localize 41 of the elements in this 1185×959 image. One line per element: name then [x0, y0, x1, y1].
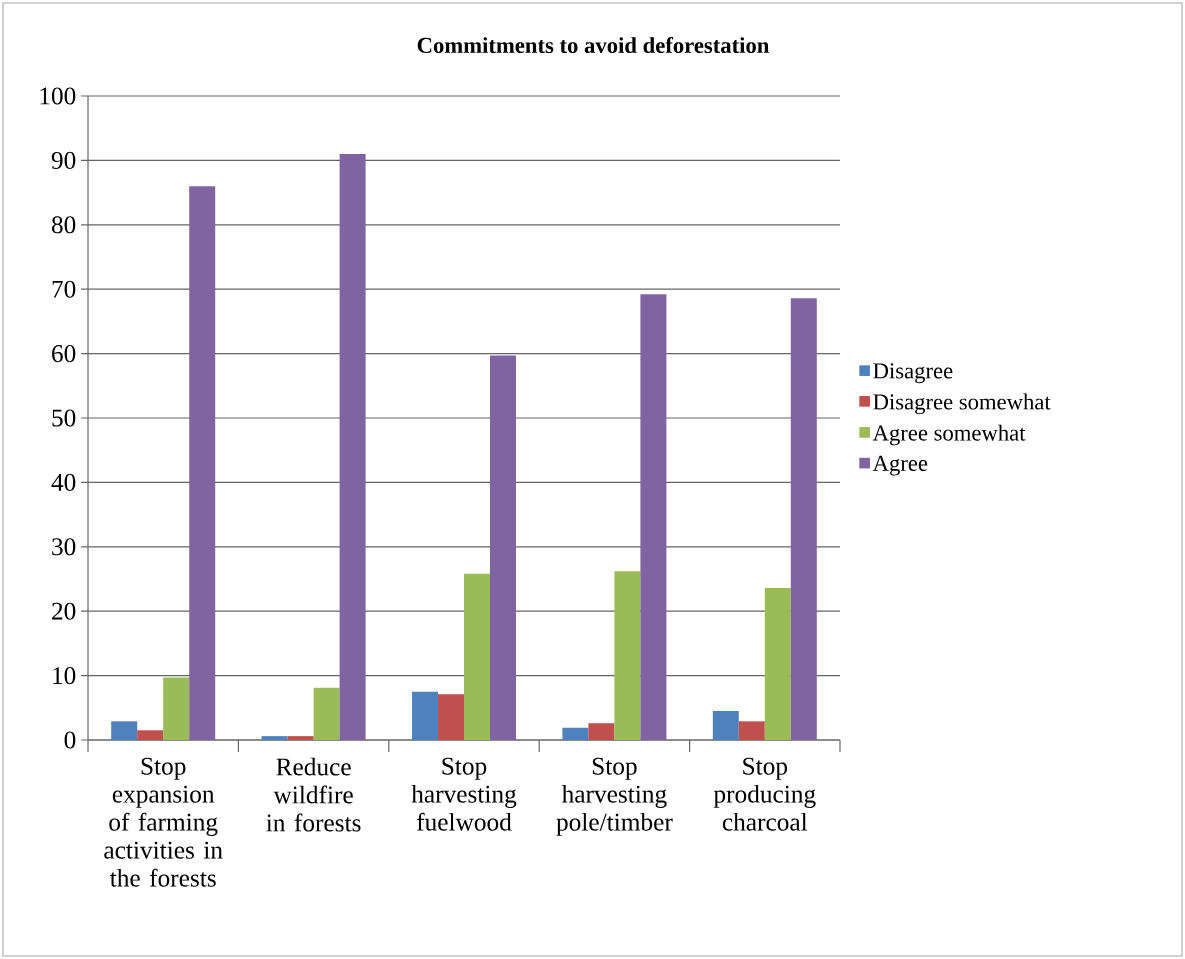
bar [640, 294, 667, 740]
bar [261, 736, 288, 740]
bar [490, 355, 516, 740]
x-tick-label: Stop producing charcoal [713, 757, 816, 831]
bar [438, 694, 465, 740]
legend-label: Disagree [873, 363, 953, 384]
bar [189, 186, 216, 740]
y-tick-label: 0 [64, 731, 76, 749]
y-tick-label: 70 [52, 280, 76, 298]
bar [287, 736, 314, 740]
bar [339, 153, 366, 740]
bar [137, 730, 164, 740]
bar [412, 691, 438, 740]
bar [764, 588, 791, 740]
bar [313, 687, 340, 740]
x-tick-label: Reduce wildfire in forests [266, 757, 361, 832]
y-tick-label: 90 [51, 151, 76, 169]
bar [614, 571, 641, 740]
bar [163, 677, 190, 740]
x-tick-label: Stop expansion of farming activities in the forests [104, 757, 223, 887]
chart-title: Commitments to avoid deforestation [417, 36, 770, 54]
y-tick-label: 100 [40, 87, 76, 105]
x-tick-label: Stop harvesting pole/timber [556, 757, 673, 836]
bar [111, 721, 138, 740]
bar [738, 721, 765, 740]
y-tick-label: 50 [52, 409, 76, 427]
y-tick-label: 20 [52, 602, 76, 620]
legend-label: Agree [872, 455, 928, 476]
y-tick-label: 40 [51, 473, 76, 491]
legend-label: Agree somewhat [872, 424, 1026, 446]
bar [790, 298, 817, 740]
y-tick-label: 80 [51, 216, 76, 234]
y-tick-label: 60 [52, 345, 76, 363]
bar [562, 727, 589, 740]
bar [712, 711, 739, 740]
y-tick-label: 30 [52, 538, 76, 556]
legend-label: Disagree somewhat [873, 393, 1051, 415]
bar [588, 723, 615, 740]
x-tick-label: Stop harvesting fuelwood [411, 757, 517, 831]
bar [464, 573, 490, 740]
y-tick-label: 10 [53, 667, 76, 685]
